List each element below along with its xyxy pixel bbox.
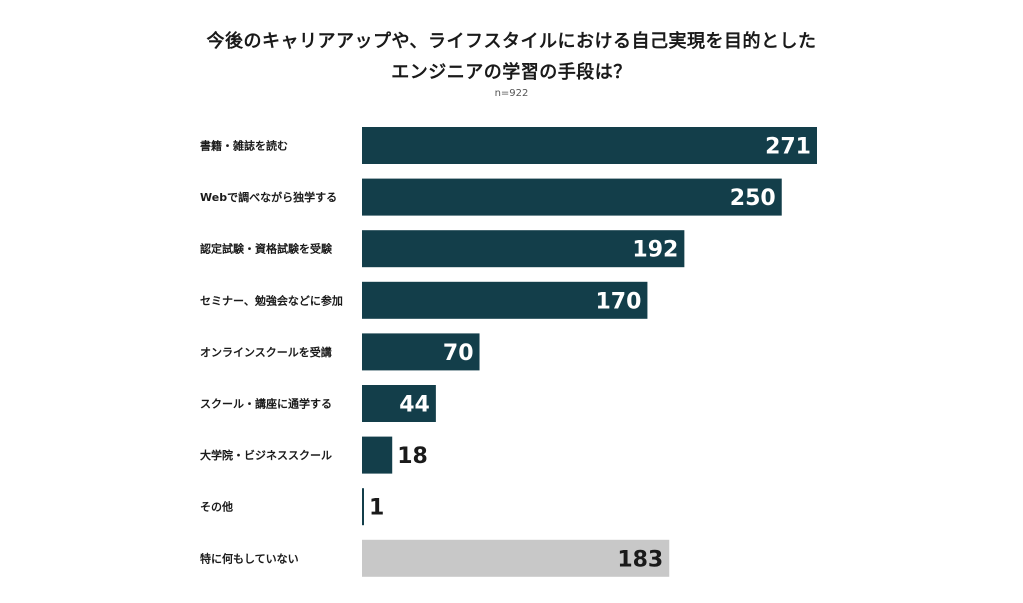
value-label: 250	[730, 186, 776, 211]
bar	[362, 127, 817, 164]
category-label: オンラインスクールを受講	[200, 345, 332, 359]
bar	[362, 281, 648, 319]
bar	[362, 230, 685, 268]
chart-title-line1: 今後のキャリアアップや、ライフスタイルにおける自己実現を目的とした	[206, 31, 817, 52]
category-label: その他	[200, 500, 233, 514]
category-label: Webで調べながら独学する	[200, 190, 337, 204]
bar	[362, 436, 393, 474]
bar	[362, 488, 364, 526]
value-label: 183	[617, 547, 663, 572]
value-label: 271	[765, 135, 811, 160]
value-label: 192	[632, 238, 678, 263]
category-label: スクール・講座に通学する	[200, 397, 332, 411]
value-label: 70	[443, 341, 474, 366]
sample-size-label: n=922	[494, 88, 529, 99]
category-label: セミナー、勉強会などに参加	[200, 293, 343, 307]
bar	[362, 385, 436, 422]
bar	[362, 178, 782, 216]
category-label: 認定試験・資格試験を受験	[200, 242, 333, 256]
value-label: 170	[595, 289, 641, 314]
bar	[362, 333, 480, 371]
value-label: 18	[397, 444, 428, 469]
value-label: 1	[369, 496, 384, 521]
value-label: 44	[399, 393, 430, 418]
category-label: 書籍・雑誌を読む	[200, 139, 288, 153]
chart-title-line2: エンジニアの学習の手段は？	[391, 62, 632, 83]
category-label: 特に何もしていない	[200, 551, 299, 565]
bar	[362, 539, 670, 577]
category-label: 大学院・ビジネススクール	[200, 448, 332, 462]
